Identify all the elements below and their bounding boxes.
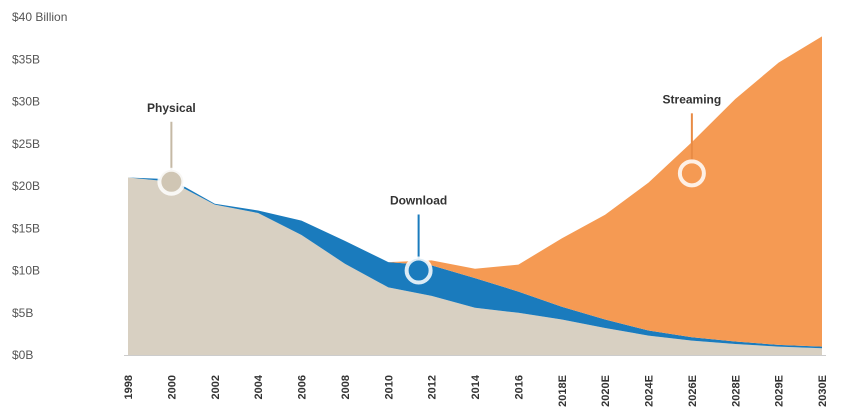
x-tick-label: 2029E [774, 375, 786, 407]
x-tick-label: 2014 [470, 374, 482, 399]
y-tick-label: $15B [12, 221, 40, 235]
download-area [128, 177, 822, 349]
x-tick-label: 2000 [166, 375, 178, 399]
y-tick-label: $35B [12, 52, 40, 66]
y-tick-label: $0B [12, 348, 33, 362]
x-tick-label: 2006 [297, 375, 309, 399]
physical-area [128, 177, 822, 355]
streaming-area [128, 36, 822, 347]
physical-marker [157, 167, 186, 196]
annotation-layer: Physical Download Streaming [147, 92, 722, 285]
y-tick-label: $20B [12, 179, 40, 193]
download-annotation-label: Download [390, 194, 447, 208]
x-tick-label: 2026E [687, 375, 699, 407]
x-tick-label: 2030E [817, 375, 829, 407]
y-tick-label: $40 Billion [12, 10, 67, 24]
x-axis: 1998 2000 2002 2004 2006 2008 2010 2012 2014 2016… [123, 374, 829, 407]
x-tick-label: 2020E [600, 375, 612, 407]
streaming-annotation-label: Streaming [663, 92, 722, 106]
y-tick-label: $25B [12, 137, 40, 151]
x-tick-label: 2024E [644, 375, 656, 407]
y-axis: $0B $5B $10B $15B $20B $25B $30B $35B $40 Billio… [12, 10, 67, 362]
x-tick-label: 2028E [730, 375, 742, 407]
streaming-marker [677, 159, 706, 188]
x-tick-label: 1998 [123, 375, 135, 399]
physical-annotation-label: Physical [147, 101, 196, 115]
y-tick-label: $30B [12, 95, 40, 109]
y-tick-label: $10B [12, 264, 40, 278]
download-marker [404, 256, 433, 285]
x-tick-label: 2004 [253, 374, 265, 399]
x-tick-label: 2018E [557, 375, 569, 407]
x-tick-label: 2012 [427, 375, 439, 399]
x-tick-label: 2010 [383, 375, 395, 399]
x-tick-label: 2008 [340, 375, 352, 399]
x-tick-label: 2002 [210, 375, 222, 399]
x-tick-label: 2016 [513, 375, 525, 399]
y-tick-label: $5B [12, 306, 33, 320]
area-layer [128, 36, 822, 355]
